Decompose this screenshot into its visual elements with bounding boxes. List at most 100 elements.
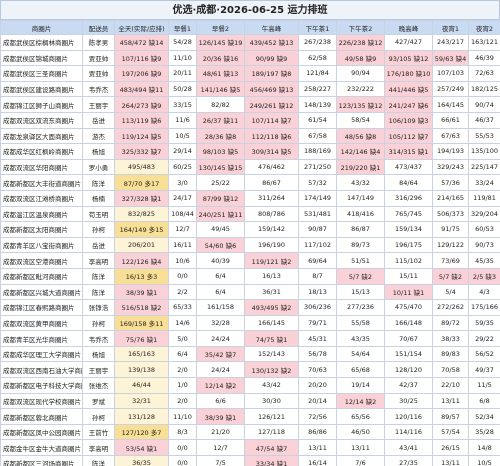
slot-cell: 14/6 [168,314,197,332]
slot-cell: 60/53 [468,221,500,238]
area-cell: 成都新都区太阳商圈片 [0,221,83,238]
slot-cell: 327/328 缺1 [114,189,169,207]
table-row: 成都武侯区三圣商圈片 贾亚帅 197/206 缺9 20/11 48/61 缺13 189… [0,65,500,82]
column-header: 晚高峰 [384,20,433,35]
slot-cell: 1/0 [168,377,197,394]
slot-cell: 7/5 [196,455,245,466]
slot-cell: 89/72 [432,314,469,332]
rider-cell: 李高明 [82,252,115,269]
slot-cell: 114/116 [384,423,433,441]
slot-cell: 56/52 [468,345,500,363]
table-row: 成都双流区空港商圈片 李高明 122/126 缺4 10/6 40/39 119/121 … [0,252,500,269]
rider-cell: 孙柯 [82,221,115,238]
slot-cell: 73/69 [432,252,469,269]
slot-cell: 147/149 [336,189,385,207]
rider-cell: 贾亚帅 [82,49,115,67]
slot-cell: 483/494 缺11 [114,80,169,98]
slot-cell: 86/67 [244,174,299,191]
slot-cell: 58/54 [336,111,385,129]
slot-cell: 5/4 [432,283,469,301]
slot-cell: 122/126 缺4 [114,252,169,269]
slot-cell: 38/39 缺1 [114,283,169,301]
table-row: 成都双流区江滩桥商圈片 杨楠 327/328 缺1 24/17 87/99 缺12 311… [0,189,500,207]
table-row: 成都成华区红枫岭商圈片 杨旭 325/332 缺7 29/14 98/103 缺5 309… [0,143,500,160]
slot-cell: 325/332 缺7 [114,143,169,160]
slot-cell: 108/44 [168,205,197,223]
slot-cell: 159/142 [244,221,299,238]
area-cell: 成都温江区温泉商圈片 [0,205,83,223]
slot-cell: 121/84 [298,65,337,82]
area-cell: 成都新都区蓉北商圈片 [0,408,83,425]
slot-cell: 2/5 缺3 [468,267,500,285]
slot-cell: 119/81 [468,189,500,207]
rider-cell: 陈孝男 [82,34,115,51]
slot-cell: 43/32 [336,174,385,191]
slot-cell: 89/73 [336,236,385,254]
slot-cell: 30/25 [384,392,433,410]
slot-cell: 42/37 [384,377,433,394]
column-header: 夜宵1 [432,20,469,35]
slot-cell: 107/116 缺9 [114,49,169,67]
slot-cell: 59/63 缺4 [432,49,469,67]
area-cell: 成都武侯区建设路商圈片 [0,80,83,98]
slot-cell: 35/42 缺7 [196,345,245,363]
slot-cell: 159/134 [384,221,433,238]
slot-cell: 10/11 缺1 [384,283,433,301]
slot-cell: 5/7 缺2 [336,267,385,285]
slot-cell: 427/427 [384,34,433,51]
slot-cell: 49/45 [196,221,245,238]
slot-cell: 130/132 缺2 [244,361,299,379]
slot-cell: 12/14 缺2 [196,377,245,394]
slot-cell: 127/120 多7 [114,423,169,441]
column-header: 早餐1 [168,20,197,35]
rider-cell: 王丽宇 [82,96,115,113]
slot-cell: 11/6 [168,111,197,129]
slot-cell: 49/37 [468,361,500,379]
slot-cell: 0/0 [168,455,197,466]
slot-cell: 476/462 [244,158,299,176]
slot-cell: 141/146 缺5 [196,80,245,98]
table-row: 成都新都区凤中公园商圈片 王前竹 127/120 多7 8/3 21/20 127/118… [0,423,500,441]
slot-cell: 24/24 [196,361,245,379]
slot-cell: 54/28 [168,34,197,51]
area-cell: 成都锦江区春熙路商圈片 [0,299,83,316]
column-header: 配送员 [82,20,115,35]
slot-cell: 151/154 [384,345,433,363]
slot-cell: 0/0 [168,439,197,457]
slot-cell: 26/37 缺11 [196,111,245,129]
table-row: 成都双流区西南石油大学商圈片王丽宇139/1382/024/24130/132 … [0,361,500,379]
slot-cell: 232/222 [336,80,385,98]
rider-cell: 陈洋 [82,267,115,285]
slot-cell: 46/44 [114,377,169,394]
slot-cell: 10/6 [168,252,197,269]
slot-cell: 3/0 [168,174,197,191]
slot-cell: 48/61 缺13 [196,65,245,82]
slot-cell: 90/99 缺9 [244,49,299,67]
slot-cell: 90/94 [336,65,385,82]
slot-cell: 98/103 缺5 [196,143,245,160]
slot-cell: 6/4 [196,267,245,285]
rider-cell: 苟玉明 [82,205,115,223]
table-row: 成都新都区毗河商圈片 陈洋 16/13 多3 0/0 6/4 16/13 8/7 5/7 缺2… [0,267,500,285]
slot-cell: 12/7 [196,439,245,457]
slot-cell: 20/36 缺16 [196,49,245,67]
slot-cell: 29/22 [468,330,500,347]
slot-cell: 130/145 缺15 [196,158,245,176]
slot-cell: 65/33 [168,299,197,316]
rider-cell: 罗小勇 [82,158,115,176]
table-row: 成都新都区兴城大道商圈片 陈洋 38/39 缺1 2/2 6/4 36/31 18/13 15… [0,283,500,301]
slot-cell: 90/87 [298,221,337,238]
slot-cell: 189/197 缺8 [244,65,299,82]
table-row: 成都新都区三河场商圈片 陈洋 36/35 0/0 7/5 33/34 缺1 16/14 7/6… [0,455,500,466]
slot-cell: 4/3 [468,283,500,301]
area-cell: 成都新都区毗河商圈片 [0,267,83,285]
slot-cell: 119/121 缺2 [244,252,299,269]
table-row: 成都新都区太阳商圈片 孙柯 164/149 多15 12/7 49/45 159/142 9… [0,221,500,238]
table-row: 成都青羊区八宝街商圈片 岳进 206/201 16/11 54/60 缺6 196/190… [0,236,500,254]
rider-cell: 贾亚帅 [82,65,115,82]
slot-cell: 166/148 [384,314,433,332]
slot-cell: 93/105 缺12 [384,49,433,67]
slot-cell: 5/0 [168,330,197,347]
slot-cell: 46/50 [336,423,385,441]
slot-cell: 249/261 缺12 [244,96,299,113]
